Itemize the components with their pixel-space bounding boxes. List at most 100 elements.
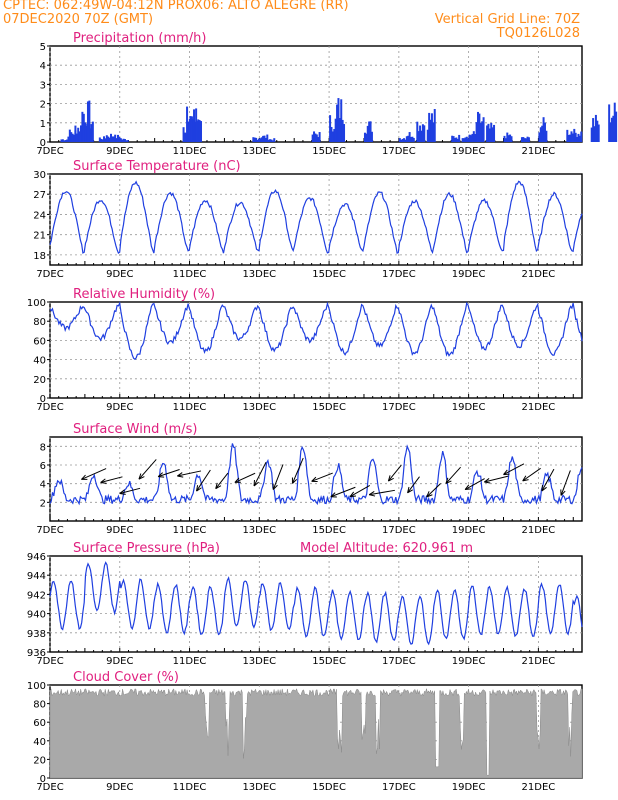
precip-bar (91, 121, 94, 142)
wind-arrow (157, 469, 180, 478)
precip-bar (470, 135, 473, 142)
wind-arrow (387, 464, 402, 482)
x-tick-label: 15DEC (312, 146, 346, 157)
precip-bar (473, 134, 476, 142)
precip-bar (594, 114, 597, 142)
precip-bar (609, 122, 612, 142)
header-line-1: CPTEC: 062:49W-04:12N PROX06: ALTO ALEGR… (3, 0, 349, 13)
panel-annotation: Model Altitude: 620.961 m (300, 541, 473, 556)
series-line (49, 180, 583, 255)
panel-2: 0 20 40 60 80 100 7DEC 9DEC 11DEC 13DEC 15DEC 17DEC… (27, 287, 583, 413)
precip-bar (573, 128, 576, 142)
y-tick-label: 936 (27, 648, 46, 659)
precip-bar (403, 138, 406, 142)
panel-5: 0 20 40 60 80 100 7DEC 9DEC 11DEC 13DEC 15DEC 17DEC… (27, 670, 583, 793)
y-tick-label: 80 (33, 317, 46, 328)
x-tick-label: 21DEC (522, 402, 556, 413)
precip-bar (507, 135, 510, 142)
x-tick-label: 9DEC (106, 146, 133, 157)
x-tick-label: 9DEC (106, 402, 133, 413)
precip-bar (70, 132, 73, 142)
wind-arrow-head (215, 482, 222, 490)
wind-arrow (81, 468, 107, 480)
precip-bar (190, 116, 193, 142)
precip-bar (259, 138, 262, 142)
precip-bar (74, 125, 77, 142)
precip-bar (314, 133, 317, 142)
precip-bar (488, 128, 491, 142)
wind-arrow (196, 469, 211, 492)
x-tick-label: 21DEC (522, 525, 556, 536)
precip-bar (522, 137, 525, 142)
wind-arrow-head (503, 469, 510, 476)
wind-arrow (215, 472, 229, 489)
x-tick-label: 19DEC (452, 146, 486, 157)
wind-arrow (234, 472, 256, 483)
y-tick-label: 30 (33, 170, 46, 181)
precip-bar (465, 136, 468, 142)
precip-bar (578, 135, 581, 142)
precip-bar (475, 122, 478, 142)
x-tick-label: 13DEC (242, 402, 276, 413)
precip-bar (197, 119, 200, 142)
y-tick-label: 4 (40, 480, 46, 491)
precip-bar (597, 124, 600, 142)
panel-4: 936 938 940 942 944 946 7DEC 9DEC 11DEC 13DEC 15DE… (27, 541, 583, 667)
precip-bar (186, 106, 189, 142)
x-tick-label: 11DEC (173, 402, 207, 413)
precip-bar (526, 136, 529, 142)
precip-bar (333, 129, 336, 142)
precip-bar (416, 121, 419, 142)
precip-bar (569, 134, 572, 142)
y-tick-label: 940 (27, 610, 46, 621)
precip-bar (543, 122, 546, 142)
precip-bar (195, 121, 198, 142)
x-tick-label: 15DEC (312, 656, 346, 667)
precip-bar (264, 137, 267, 142)
precip-bar (580, 131, 583, 142)
precip-bar (592, 118, 595, 142)
precip-bar (61, 139, 64, 142)
y-tick-label: 5 (40, 42, 46, 53)
wind-arrow (349, 485, 371, 498)
wind-arrow-head (157, 472, 165, 478)
precip-bar (337, 98, 340, 142)
precip-bar (610, 117, 613, 142)
precip-bar (525, 138, 528, 142)
x-tick-label: 21DEC (522, 782, 556, 793)
precip-bar (570, 131, 573, 142)
y-tick-label: 20 (33, 375, 46, 386)
y-tick-label: 100 (27, 681, 46, 692)
x-tick-label: 13DEC (242, 525, 276, 536)
precip-bar (87, 114, 90, 142)
precip-bar (523, 138, 526, 142)
precip-bar (119, 139, 122, 142)
precip-bar (472, 138, 475, 142)
x-tick-label: 15DEC (312, 402, 346, 413)
x-tick-label: 11DEC (173, 269, 207, 280)
precip-bar (75, 133, 78, 142)
wind-arrow (522, 467, 541, 482)
wind-arrow (311, 472, 333, 482)
precip-bar (253, 137, 256, 142)
precip-bar (121, 139, 124, 142)
precip-bar (256, 139, 259, 142)
panel-3: 2 4 6 8 7DEC 9DEC 11DEC 13DEC 15DEC 17DEC 19DEC 21D… (36, 422, 583, 536)
precip-bar (108, 137, 111, 142)
grid-line-note: Vertical Grid Line: 70Z (434, 12, 580, 27)
x-tick-label: 21DEC (522, 656, 556, 667)
series-line (49, 301, 583, 360)
wind-arrow (177, 470, 202, 477)
precip-bar (463, 138, 466, 142)
precip-bar (105, 135, 108, 142)
precip-bar (315, 134, 318, 142)
precip-bar (110, 133, 113, 142)
precip-bar (520, 137, 523, 142)
precip-bar (68, 129, 71, 142)
wind-arrow-head (177, 472, 184, 478)
precip-bar (576, 136, 579, 142)
panel-0: 0 1 2 3 4 5 7DEC 9DEC 11DEC 13DEC 15DEC 17DEC 19DEC 2… (36, 31, 618, 157)
precip-bar (271, 140, 274, 142)
panel-title: Surface Pressure (hPa) (73, 541, 220, 556)
wind-arrow-head (349, 491, 357, 498)
